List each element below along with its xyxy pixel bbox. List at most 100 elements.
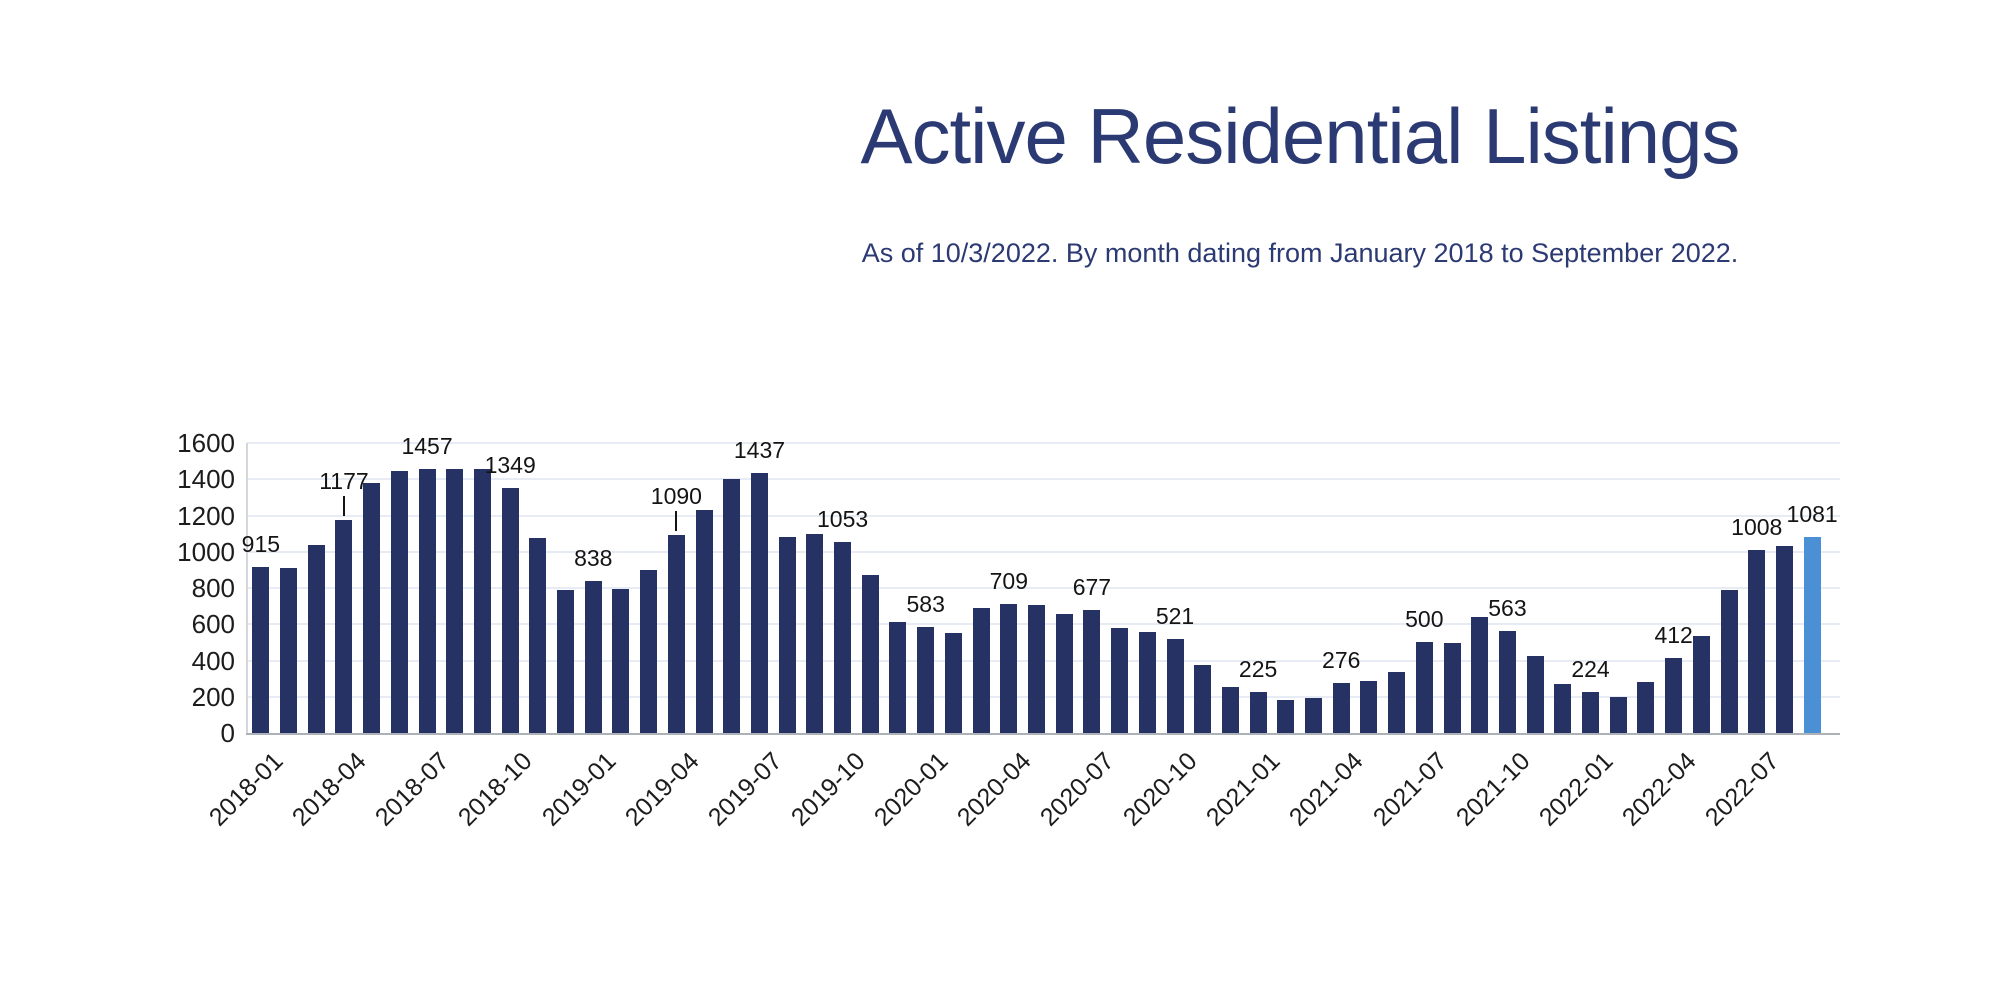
- bar: [944, 633, 962, 733]
- x-axis-tick-label: 2019-10: [785, 747, 871, 832]
- bar-value-label: 838: [574, 545, 613, 572]
- bar-value-label: 915: [241, 531, 281, 558]
- bar-value-label: 583: [906, 591, 945, 618]
- bar-value-label: 709: [989, 568, 1028, 595]
- bar: [1609, 697, 1627, 733]
- bar: [307, 545, 325, 733]
- bar: [335, 520, 353, 733]
- bar: [1582, 692, 1600, 733]
- x-axis-tick-label: 2018-10: [453, 747, 538, 832]
- x-axis-tick-label: 2018-04: [287, 747, 372, 832]
- bar: [917, 627, 935, 733]
- y-axis-tick-label: 0: [220, 718, 235, 748]
- bar: [1055, 614, 1073, 733]
- bar: [390, 471, 408, 733]
- label-leader-line: [342, 495, 345, 516]
- bar: [750, 473, 768, 733]
- bar: [1111, 628, 1129, 733]
- bar: [1692, 636, 1710, 733]
- bar-value-label: 1081: [1786, 501, 1838, 528]
- bar-value-label: 224: [1571, 656, 1610, 683]
- bar-value-label: 1457: [401, 432, 453, 459]
- bar: [723, 479, 741, 733]
- x-axis-tick-label: 2019-01: [536, 747, 622, 832]
- y-axis-tick-label: 800: [191, 573, 235, 603]
- bar: [1332, 683, 1350, 733]
- bar: [667, 535, 685, 733]
- bar: [252, 567, 270, 733]
- y-axis-line: [246, 443, 248, 733]
- bar: [584, 581, 602, 733]
- bar: [1748, 550, 1766, 733]
- x-axis-tick-label: 2022-01: [1533, 747, 1619, 832]
- y-axis-tick-label: 1600: [177, 428, 235, 458]
- x-axis-line: [246, 733, 1840, 735]
- bar: [1720, 590, 1738, 733]
- bar: [778, 537, 796, 733]
- bar: [972, 608, 990, 733]
- bar-value-label: 677: [1072, 574, 1112, 601]
- bar: [363, 483, 381, 733]
- y-axis-tick-label: 400: [191, 645, 235, 676]
- bar: [1775, 546, 1793, 733]
- bar-value-label: 1090: [650, 483, 702, 510]
- x-axis-tick-label: 2020-04: [951, 747, 1037, 832]
- bar: [280, 568, 298, 733]
- bar: [1249, 692, 1267, 733]
- bar: [446, 469, 464, 733]
- x-axis-tick-label: 2021-10: [1450, 747, 1536, 832]
- x-axis-tick-label: 2021-04: [1284, 747, 1370, 832]
- grid-line: [247, 514, 1840, 517]
- grid-line: [247, 478, 1840, 481]
- y-axis-tick-label: 1400: [177, 464, 235, 495]
- chart-header: Active Residential Listings As of 10/3/2…: [650, 88, 1950, 271]
- grid-line: [247, 550, 1840, 553]
- x-axis-tick-label: 2022-07: [1699, 747, 1785, 832]
- chart-subtitle: As of 10/3/2022. By month dating from Ja…: [861, 238, 1739, 268]
- bar: [1138, 632, 1156, 733]
- x-axis-tick-label: 2022-04: [1616, 747, 1702, 832]
- bar: [557, 590, 575, 733]
- bar: [473, 469, 491, 733]
- bar: [1000, 604, 1018, 733]
- bar: [1166, 639, 1184, 733]
- bar-value-label: 276: [1322, 646, 1361, 673]
- x-axis-tick-label: 2019-04: [619, 747, 705, 832]
- x-axis-tick-label: 2021-07: [1367, 747, 1453, 832]
- x-axis-tick-label: 2020-01: [868, 747, 954, 832]
- bar: [1498, 631, 1516, 733]
- bar-value-label: 1053: [816, 506, 869, 533]
- bar-value-label: 563: [1488, 594, 1527, 621]
- bar-value-label: 1177: [319, 467, 369, 494]
- x-axis-tick-label: 2020-10: [1118, 747, 1203, 832]
- x-axis-tick-label: 2018-01: [203, 747, 289, 832]
- bar: [501, 488, 519, 733]
- y-axis-tick-label: 600: [191, 609, 235, 640]
- bar: [1415, 642, 1433, 733]
- bar: [1305, 698, 1323, 733]
- x-axis-tick-label: 2019-07: [702, 747, 788, 832]
- bar: [1028, 605, 1045, 733]
- bar-value-label: 1008: [1731, 514, 1783, 541]
- chart-title: Active Residential Listings: [860, 92, 1740, 180]
- bar: [1083, 610, 1101, 733]
- bar: [834, 542, 852, 733]
- bar: [1637, 682, 1655, 733]
- bar: [1221, 687, 1239, 733]
- bar: [695, 510, 713, 733]
- bar: [806, 534, 824, 733]
- bar: [1360, 681, 1378, 733]
- bar: [529, 538, 547, 733]
- y-axis-tick-label: 1200: [177, 500, 235, 531]
- bar-value-label: 500: [1405, 606, 1444, 633]
- x-axis-tick-label: 2020-07: [1035, 747, 1120, 832]
- bar-value-label: 521: [1155, 602, 1195, 629]
- bar-value-label: 1437: [733, 436, 786, 463]
- label-leader-line: [675, 511, 678, 532]
- x-axis-tick-label: 2021-01: [1201, 747, 1286, 832]
- bar: [640, 570, 658, 733]
- bar: [1526, 656, 1544, 733]
- bar: [861, 575, 879, 733]
- bar: [418, 469, 436, 733]
